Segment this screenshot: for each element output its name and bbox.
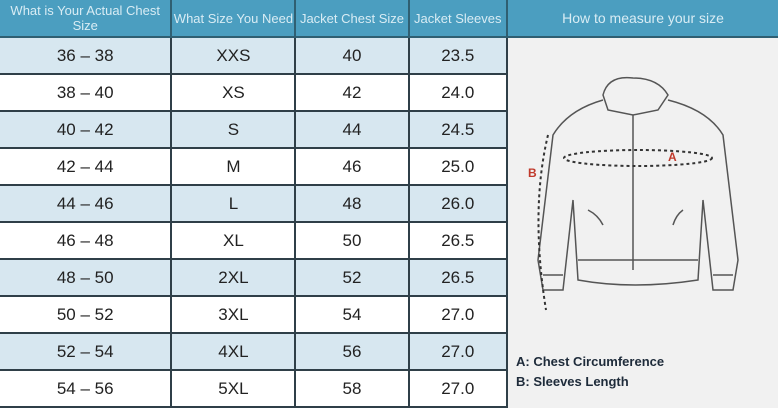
measure-panel: How to measure your size A B A: Chest Ci… — [508, 0, 778, 408]
actual-chest-cell: 50 – 52 — [0, 296, 173, 334]
table-row: 52 – 54 4XL 56 27.0 — [0, 333, 509, 371]
sleeves-cell: 23.5 — [408, 37, 509, 75]
size-cell: 3XL — [171, 296, 297, 334]
actual-chest-cell: 44 – 46 — [0, 185, 173, 223]
table-row: 36 – 38 XXS 40 23.5 — [0, 37, 509, 75]
table-row: 50 – 52 3XL 54 27.0 — [0, 296, 509, 334]
table-row: 46 – 48 XL 50 26.5 — [0, 222, 509, 260]
header-jacket-chest: Jacket Chest Size — [295, 0, 410, 38]
measure-legend: A: Chest Circumference B: Sleeves Length — [516, 352, 664, 392]
marker-b: B — [528, 166, 537, 180]
actual-chest-cell: 38 – 40 — [0, 74, 173, 112]
header-jacket-sleeves: Jacket Sleeves — [408, 0, 509, 38]
sleeve-measure-line — [537, 134, 549, 311]
jacket-chest-cell: 54 — [295, 296, 410, 334]
table-row: 44 – 46 L 48 26.0 — [0, 185, 509, 223]
jacket-chest-cell: 46 — [295, 148, 410, 186]
legend-chest: A: Chest Circumference — [516, 354, 665, 369]
size-cell: 4XL — [171, 333, 297, 371]
actual-chest-cell: 54 – 56 — [0, 370, 173, 408]
actual-chest-cell: 36 – 38 — [0, 37, 173, 75]
sleeves-cell: 26.5 — [408, 259, 509, 297]
sleeves-cell: 26.0 — [408, 185, 509, 223]
panel-title: How to measure your size — [508, 0, 778, 38]
sleeves-cell: 24.0 — [408, 74, 509, 112]
table-row: 42 – 44 M 46 25.0 — [0, 148, 509, 186]
jacket-chest-cell: 40 — [295, 37, 410, 75]
jacket-chest-cell: 56 — [295, 333, 410, 371]
header-size-needed: What Size You Need — [171, 0, 297, 38]
jacket-illustration: A B — [528, 76, 739, 311]
jacket-chest-cell: 44 — [295, 111, 410, 149]
size-cell: 5XL — [171, 370, 297, 408]
chest-measure-line — [563, 149, 713, 167]
marker-a: A — [668, 150, 677, 164]
jacket-chest-cell: 52 — [295, 259, 410, 297]
jacket-chest-cell: 48 — [295, 185, 410, 223]
actual-chest-cell: 42 – 44 — [0, 148, 173, 186]
sleeves-cell: 27.0 — [408, 370, 509, 408]
header-actual-chest: What is Your Actual Chest Size — [0, 0, 173, 38]
table-row: 38 – 40 XS 42 24.0 — [0, 74, 509, 112]
size-cell: M — [171, 148, 297, 186]
table-row: 48 – 50 2XL 52 26.5 — [0, 259, 509, 297]
table-header: What is Your Actual Chest Size What Size… — [0, 0, 509, 38]
table-row: 54 – 56 5XL 58 27.0 — [0, 370, 509, 408]
sleeves-cell: 27.0 — [408, 333, 509, 371]
jacket-collar — [602, 76, 669, 116]
sleeves-cell: 24.5 — [408, 111, 509, 149]
size-cell: XXS — [171, 37, 297, 75]
size-cell: L — [171, 185, 297, 223]
jacket-chest-cell: 42 — [295, 74, 410, 112]
size-cell: S — [171, 111, 297, 149]
jacket-chest-cell: 50 — [295, 222, 410, 260]
size-cell: XL — [171, 222, 297, 260]
jacket-body — [537, 99, 739, 291]
actual-chest-cell: 52 – 54 — [0, 333, 173, 371]
sleeves-cell: 27.0 — [408, 296, 509, 334]
sleeves-cell: 25.0 — [408, 148, 509, 186]
sleeves-cell: 26.5 — [408, 222, 509, 260]
table-row: 40 – 42 S 44 24.5 — [0, 111, 509, 149]
legend-sleeves: B: Sleeves Length — [516, 374, 629, 389]
actual-chest-cell: 46 – 48 — [0, 222, 173, 260]
size-cell: XS — [171, 74, 297, 112]
size-table: What is Your Actual Chest Size What Size… — [0, 0, 509, 408]
size-cell: 2XL — [171, 259, 297, 297]
actual-chest-cell: 40 – 42 — [0, 111, 173, 149]
jacket-chest-cell: 58 — [295, 370, 410, 408]
actual-chest-cell: 48 – 50 — [0, 259, 173, 297]
